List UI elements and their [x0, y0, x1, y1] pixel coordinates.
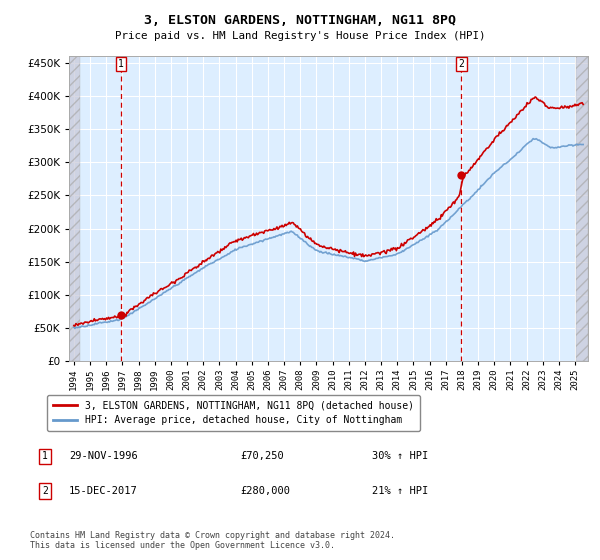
- Text: Contains HM Land Registry data © Crown copyright and database right 2024.
This d: Contains HM Land Registry data © Crown c…: [30, 530, 395, 550]
- Text: Price paid vs. HM Land Registry's House Price Index (HPI): Price paid vs. HM Land Registry's House …: [115, 31, 485, 41]
- Text: 2: 2: [42, 486, 48, 496]
- Text: 30% ↑ HPI: 30% ↑ HPI: [372, 451, 428, 461]
- Text: 21% ↑ HPI: 21% ↑ HPI: [372, 486, 428, 496]
- Bar: [69, 56, 80, 361]
- Text: 29-NOV-1996: 29-NOV-1996: [69, 451, 138, 461]
- Text: 2: 2: [458, 59, 464, 69]
- Legend: 3, ELSTON GARDENS, NOTTINGHAM, NG11 8PQ (detached house), HPI: Average price, de: 3, ELSTON GARDENS, NOTTINGHAM, NG11 8PQ …: [47, 395, 419, 431]
- Text: 3, ELSTON GARDENS, NOTTINGHAM, NG11 8PQ: 3, ELSTON GARDENS, NOTTINGHAM, NG11 8PQ: [144, 14, 456, 27]
- Bar: [577, 56, 588, 361]
- Text: 15-DEC-2017: 15-DEC-2017: [69, 486, 138, 496]
- Text: £280,000: £280,000: [240, 486, 290, 496]
- Text: £70,250: £70,250: [240, 451, 284, 461]
- Text: 1: 1: [118, 59, 124, 69]
- Text: 1: 1: [42, 451, 48, 461]
